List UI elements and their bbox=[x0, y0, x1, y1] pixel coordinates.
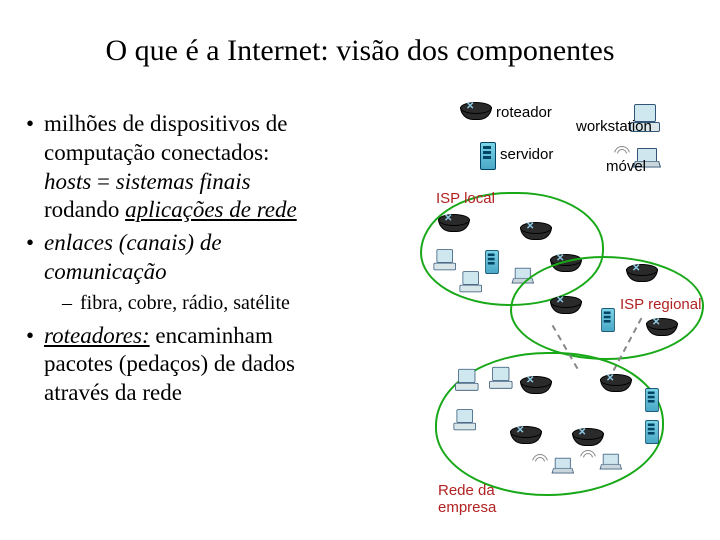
router-icon: ✕ bbox=[510, 426, 540, 446]
bullet-dot: • bbox=[26, 322, 44, 408]
router-icon: ✕ bbox=[460, 102, 490, 122]
wifi-icon bbox=[580, 450, 596, 460]
sub1-text: fibra, cobre, rádio, satélite bbox=[80, 291, 290, 316]
label-isp-local: ISP local bbox=[436, 190, 495, 207]
workstation-icon bbox=[489, 367, 511, 387]
bullet-dot: • bbox=[26, 229, 44, 287]
b1-sistemas: sistemas finais bbox=[116, 169, 251, 194]
label-isp-regional: ISP regional bbox=[620, 296, 701, 313]
bullet-3-text: roteadores: encaminham pacotes (pedaços)… bbox=[44, 322, 396, 408]
rede-l2: empresa bbox=[438, 499, 496, 516]
router-icon: ✕ bbox=[626, 264, 656, 284]
server-icon bbox=[601, 308, 615, 332]
workstation-icon bbox=[454, 409, 475, 429]
bullet-dot: • bbox=[26, 110, 44, 225]
router-icon: ✕ bbox=[550, 296, 580, 316]
b3-l3: através da rede bbox=[44, 380, 182, 405]
router-icon: ✕ bbox=[646, 318, 676, 338]
server-icon bbox=[645, 388, 659, 412]
bullet-2-text: enlaces (canais) de comunicação bbox=[44, 229, 396, 287]
sub-dash: – bbox=[62, 291, 80, 316]
b3-l2: pacotes (pedaços) de dados bbox=[44, 351, 295, 376]
label-rede-empresa: Rede da empresa bbox=[438, 482, 496, 517]
b1-eq: = bbox=[91, 169, 115, 194]
b1-apps: aplicações de rede bbox=[125, 197, 297, 222]
bullet-3: • roteadores: encaminham pacotes (pedaço… bbox=[26, 322, 396, 408]
b1-rodando: rodando bbox=[44, 197, 125, 222]
b3-enc: encaminham bbox=[150, 323, 273, 348]
bullet-1-text: milhões de dispositivos de computação co… bbox=[44, 110, 396, 225]
b3-rot: roteadores: bbox=[44, 323, 150, 348]
b1-l1: milhões de dispositivos de bbox=[44, 111, 287, 136]
b2-l1: enlaces (canais) de bbox=[44, 230, 222, 255]
label-movel: móvel bbox=[606, 158, 646, 175]
workstation-icon bbox=[460, 271, 481, 291]
label-workstation: workstation bbox=[576, 118, 652, 135]
network-diagram: ✕ roteador workstation servidor móvel IS… bbox=[400, 96, 720, 526]
sub-bullet-1: – fibra, cobre, rádio, satélite bbox=[62, 291, 396, 316]
workstation-icon bbox=[434, 249, 455, 269]
wifi-icon bbox=[532, 454, 548, 464]
label-roteador: roteador bbox=[496, 104, 552, 121]
router-icon: ✕ bbox=[438, 214, 468, 234]
server-icon bbox=[480, 142, 496, 170]
bullet-1: • milhões de dispositivos de computação … bbox=[26, 110, 396, 225]
workstation-icon bbox=[455, 369, 477, 389]
slide: O que é a Internet: visão dos componente… bbox=[0, 0, 720, 540]
b1-hosts: hosts bbox=[44, 169, 91, 194]
router-icon: ✕ bbox=[520, 376, 550, 396]
router-icon: ✕ bbox=[572, 428, 602, 448]
body-text: • milhões de dispositivos de computação … bbox=[26, 110, 396, 412]
laptop-icon bbox=[600, 454, 619, 468]
laptop-icon bbox=[552, 458, 571, 472]
wifi-icon bbox=[614, 146, 630, 156]
b2-l2: comunicação bbox=[44, 259, 167, 284]
rede-l1: Rede da bbox=[438, 482, 495, 499]
label-servidor: servidor bbox=[500, 146, 553, 163]
b1-l2: computação conectados: bbox=[44, 140, 269, 165]
server-icon bbox=[645, 420, 659, 444]
bullet-2: • enlaces (canais) de comunicação bbox=[26, 229, 396, 287]
router-icon: ✕ bbox=[600, 374, 630, 394]
slide-title: O que é a Internet: visão dos componente… bbox=[0, 34, 720, 68]
server-icon bbox=[485, 250, 499, 274]
router-icon: ✕ bbox=[520, 222, 550, 242]
